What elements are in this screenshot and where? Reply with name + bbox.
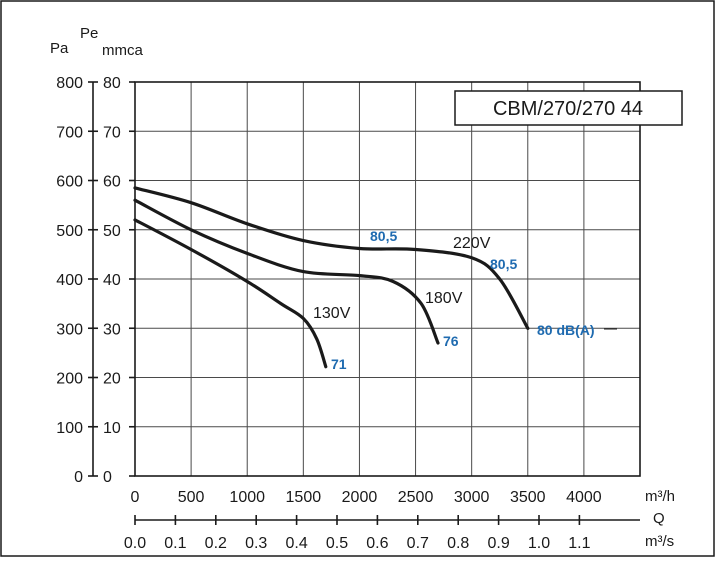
x-tick-label-m3h: 1000 <box>229 489 265 506</box>
y-tick-label-pa: 400 <box>56 272 83 289</box>
x-tick-label-m3s: 0.1 <box>164 535 186 552</box>
x-tick-label-m3s: 0.3 <box>245 535 267 552</box>
y-axis-label-pe: Pe <box>80 25 98 42</box>
x-tick-label-m3s: 0.6 <box>366 535 388 552</box>
x-tick-label-m3h: 4000 <box>566 489 602 506</box>
x-tick-label-m3s: 0.4 <box>285 535 307 552</box>
model-label-box <box>454 90 683 126</box>
x-tick-label-m3s: 0.9 <box>487 535 509 552</box>
curve-180v <box>133 198 440 345</box>
curve-label-220v: 220V <box>453 235 491 252</box>
x-tick-label-m3h: 500 <box>178 489 205 506</box>
noise-label-220v-mid: 80,5 <box>370 228 397 244</box>
x-axis-label-m3h: m³/h <box>645 488 675 505</box>
x-tick-label-m3s: 1.1 <box>568 535 590 552</box>
x-tick-label-m3h: 2000 <box>342 489 378 506</box>
y-tick-label-pa: 800 <box>56 75 83 92</box>
noise-label-220v-end: 80,5 <box>490 256 517 272</box>
y-tick-label-pa: 100 <box>56 420 83 437</box>
y-tick-label-mmca: 60 <box>103 174 121 191</box>
curve-label-130v: 130V <box>313 305 351 322</box>
grid-layer <box>134 81 641 477</box>
x-tick-label-m3s: 0.2 <box>205 535 227 552</box>
x-axis-label-m3s: m³/s <box>645 533 674 550</box>
y-tick-label-pa: 300 <box>56 321 83 338</box>
x-tick-label-m3h: 3000 <box>454 489 490 506</box>
y-tick-label-mmca: 80 <box>103 75 121 92</box>
y-tick-label-pa: 0 <box>74 469 83 486</box>
y-tick-label-mmca: 30 <box>103 321 121 338</box>
y-tick-label-mmca: 40 <box>103 272 121 289</box>
x-tick-label-m3h: 3500 <box>510 489 546 506</box>
noise-label-180v: 76 <box>443 333 459 349</box>
y-tick-label-mmca: 10 <box>103 420 121 437</box>
curve-220v <box>133 186 530 330</box>
curve-130v <box>133 218 328 369</box>
y-tick-label-pa: 500 <box>56 223 83 240</box>
y-tick-label-mmca: 70 <box>103 124 121 141</box>
model-label: CBM/270/270 44 <box>493 98 643 120</box>
y-axis-label-pa: Pa <box>50 40 69 57</box>
y-tick-label-mmca: 50 <box>103 223 121 240</box>
curve-label-180v: 180V <box>425 290 463 307</box>
y-tick-label-pa: 700 <box>56 124 83 141</box>
y-tick-label-pa: 600 <box>56 174 83 191</box>
curve-layer <box>133 186 530 369</box>
x-tick-label-m3s: 0.5 <box>326 535 348 552</box>
y-tick-label-mmca: 0 <box>103 469 112 486</box>
y-tick-label-mmca: 20 <box>103 371 121 388</box>
x-tick-label-m3s: 1.0 <box>528 535 550 552</box>
y-axis-label-mmca: mmca <box>102 42 143 59</box>
noise-label-220v-db: 80 dB(A) <box>537 322 595 338</box>
x-tick-label-m3h: 1500 <box>286 489 322 506</box>
x-tick-label-m3h: 2500 <box>398 489 434 506</box>
x-tick-label-m3s: 0.8 <box>447 535 469 552</box>
x-axis-label-q: Q <box>653 510 665 527</box>
x-tick-label-m3s: 0.0 <box>124 535 146 552</box>
x-tick-label-m3s: 0.7 <box>407 535 429 552</box>
noise-label-130v: 71 <box>331 356 347 372</box>
tick-layer: 0100200300400500600700800010203040506070… <box>56 75 640 552</box>
y-tick-label-pa: 200 <box>56 371 83 388</box>
x-tick-label-m3h: 0 <box>131 489 140 506</box>
